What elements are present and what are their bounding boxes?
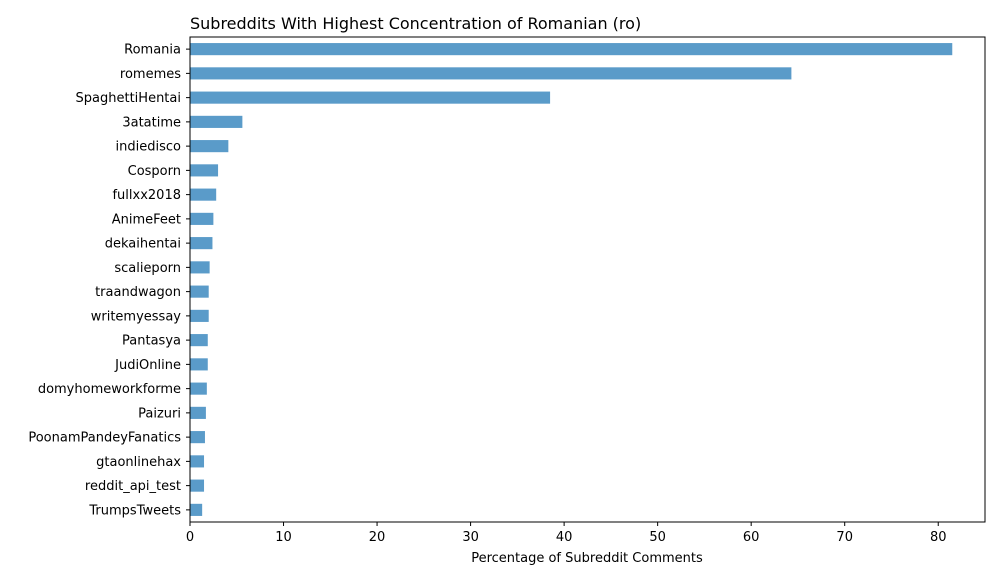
bar-17 xyxy=(190,455,205,468)
y-axis-ticks: Romania romemes SpaghettiHentai 3atatime ind… xyxy=(28,43,190,518)
y-tick-label-0: Romania xyxy=(124,43,181,58)
y-tick-label-10: traandwagon xyxy=(95,285,181,300)
y-tick-label-11: writemyessay xyxy=(91,309,182,324)
x-tick-label-7: 70 xyxy=(836,530,853,545)
bar-19 xyxy=(190,503,203,516)
bars-group xyxy=(190,43,953,516)
x-tick-label-1: 10 xyxy=(275,530,292,545)
bar-0 xyxy=(190,43,953,56)
bar-7 xyxy=(190,212,214,225)
bar-3 xyxy=(190,115,243,128)
x-tick-label-6: 60 xyxy=(743,530,760,545)
x-axis-ticks: 0 10 20 30 40 50 60 70 80 xyxy=(186,522,947,545)
bar-9 xyxy=(190,261,210,274)
bar-8 xyxy=(190,237,213,250)
plot-frame xyxy=(189,36,986,523)
y-tick-label-12: Pantasya xyxy=(122,334,181,349)
y-tick-label-17: gtaonlinehax xyxy=(96,455,181,470)
x-tick-label-4: 40 xyxy=(556,530,573,545)
bar-13 xyxy=(190,358,208,371)
bar-4 xyxy=(190,140,229,153)
y-tick-label-15: Paizuri xyxy=(138,406,181,421)
y-tick-label-16: PoonamPandeyFanatics xyxy=(28,431,181,446)
bar-11 xyxy=(190,309,209,322)
bar-10 xyxy=(190,285,209,298)
bar-15 xyxy=(190,406,206,419)
x-tick-label-8: 80 xyxy=(930,530,947,545)
y-tick-label-8: dekaihentai xyxy=(105,237,181,252)
bar-14 xyxy=(190,382,207,395)
y-tick-label-14: domyhomeworkforme xyxy=(38,382,181,397)
bar-1 xyxy=(190,67,792,80)
y-tick-label-9: scalieporn xyxy=(114,261,181,276)
bar-2 xyxy=(190,91,551,104)
x-tick-label-2: 20 xyxy=(369,530,386,545)
x-tick-label-5: 50 xyxy=(649,530,666,545)
bar-16 xyxy=(190,431,205,444)
y-tick-label-2: SpaghettiHentai xyxy=(76,91,181,106)
y-tick-label-6: fullxx2018 xyxy=(112,188,181,203)
bar-12 xyxy=(190,334,208,347)
y-tick-label-5: Cosporn xyxy=(128,164,181,179)
y-tick-label-4: indiedisco xyxy=(116,140,181,155)
x-tick-label-0: 0 xyxy=(186,530,194,545)
x-tick-label-3: 30 xyxy=(462,530,479,545)
y-tick-label-3: 3atatime xyxy=(122,115,181,130)
y-tick-label-7: AnimeFeet xyxy=(112,212,181,227)
bar-5 xyxy=(190,164,219,177)
y-tick-label-19: TrumpsTweets xyxy=(88,503,181,518)
chart-title: Subreddits With Highest Concentration of… xyxy=(190,14,641,33)
bar-6 xyxy=(190,188,217,201)
x-axis-label: Percentage of Subreddit Comments xyxy=(471,551,703,566)
y-tick-label-13: JudiOnline xyxy=(114,358,181,373)
y-tick-label-18: reddit_api_test xyxy=(85,479,181,494)
y-tick-label-1: romemes xyxy=(120,67,181,82)
bar-18 xyxy=(190,479,205,492)
